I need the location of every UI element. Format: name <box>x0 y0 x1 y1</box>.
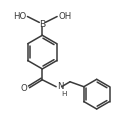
Text: HO: HO <box>13 12 26 21</box>
Text: OH: OH <box>58 12 71 21</box>
Text: H: H <box>62 91 67 97</box>
Text: O: O <box>21 84 27 93</box>
Text: N: N <box>57 82 64 91</box>
Text: B: B <box>39 20 45 29</box>
